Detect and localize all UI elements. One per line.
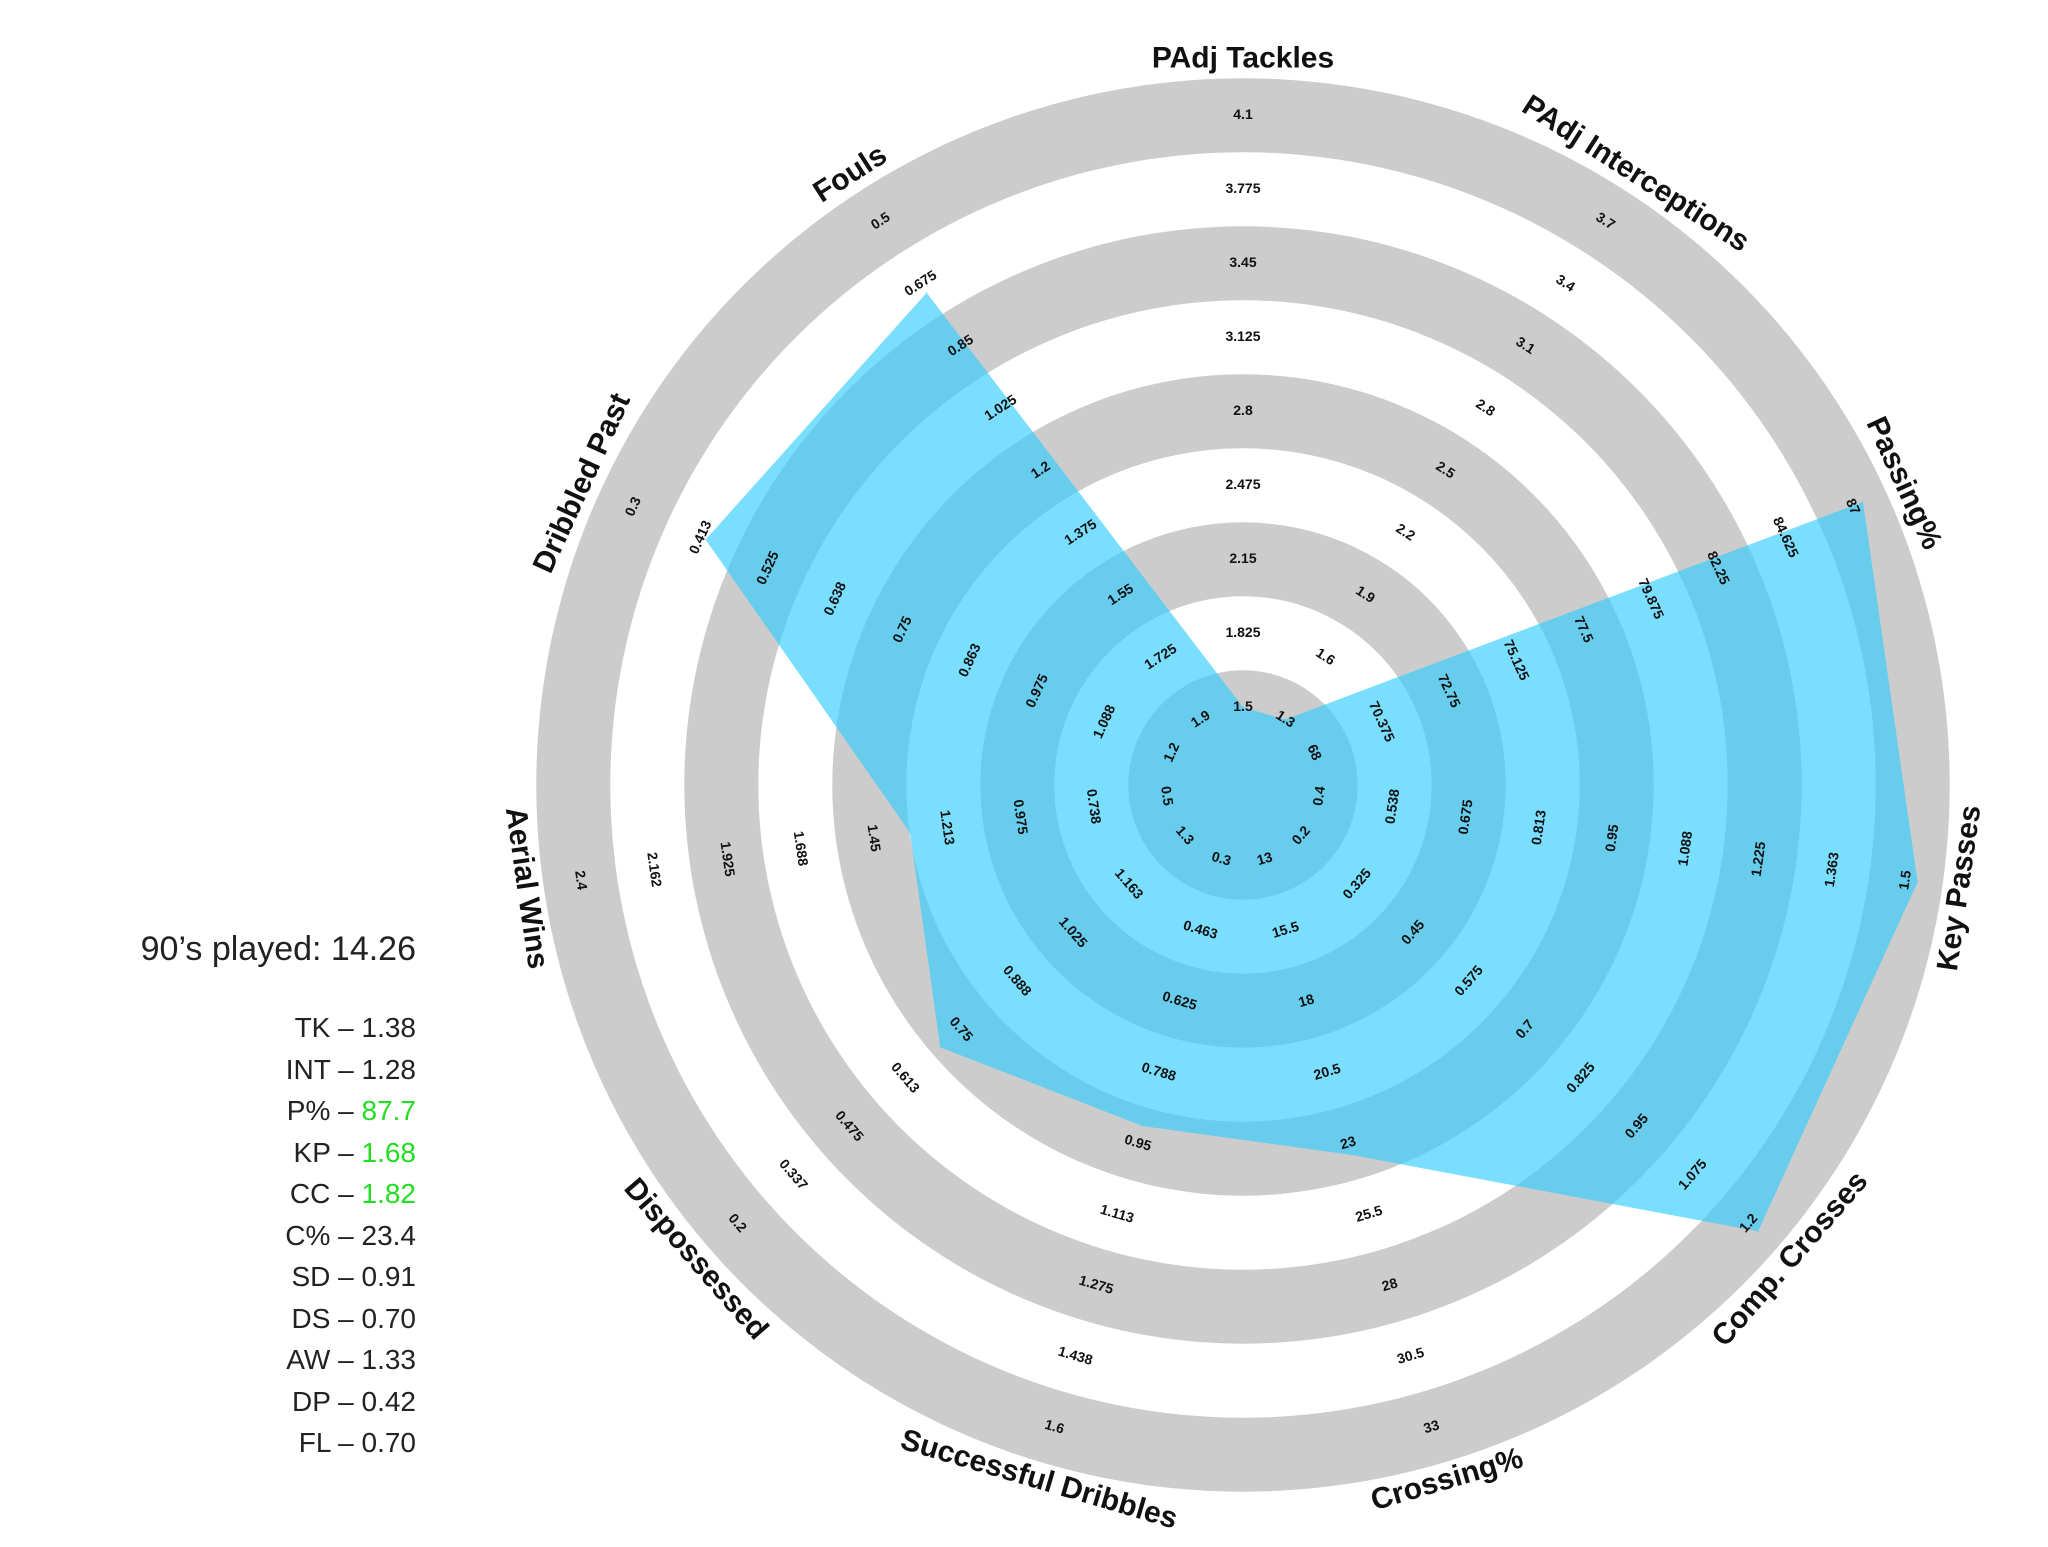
tick-label: 0.95 xyxy=(1123,1131,1154,1154)
stat-label: C% – xyxy=(285,1219,362,1251)
tick-label: 0.975 xyxy=(1010,798,1031,835)
nineties-played: 90’s played: 14.26 xyxy=(140,930,416,968)
tick-label: 0.5 xyxy=(1158,785,1177,807)
tick-label: 1.825 xyxy=(1225,624,1260,640)
data-point xyxy=(909,832,911,834)
tick-label: 23 xyxy=(1338,1132,1358,1152)
stat-row: P% – 87.7 xyxy=(141,1090,416,1132)
stat-row: DS – 0.70 xyxy=(141,1298,416,1340)
tick-label: 68 xyxy=(1304,742,1325,763)
stat-label: FL – xyxy=(298,1427,362,1458)
stat-row: DP – 0.42 xyxy=(141,1381,416,1423)
tick-label: 1.6 xyxy=(1043,1416,1066,1437)
tick-label: 13 xyxy=(1255,848,1275,868)
stat-label: TK – xyxy=(294,1012,362,1043)
stat-label: DS – xyxy=(291,1302,362,1334)
stat-value: 0.70 xyxy=(361,1427,417,1458)
stat-row: TK – 1.38 xyxy=(141,1007,416,1049)
stat-row: INT – 1.28 xyxy=(141,1049,416,1091)
stats-panel: 90’s played: 14.26 TK – 1.38 INT – 1.28 P%… xyxy=(141,930,416,1464)
tick-label: 1.688 xyxy=(791,830,812,867)
tick-label: 25.5 xyxy=(1353,1202,1384,1225)
tick-label: 0.538 xyxy=(1381,788,1402,825)
stat-value: 1.38 xyxy=(361,1012,417,1043)
tick-label: 3.775 xyxy=(1225,180,1260,196)
stat-label: KP – xyxy=(293,1136,362,1168)
tick-label: 18 xyxy=(1296,990,1316,1010)
tick-label: 0.95 xyxy=(1602,823,1622,852)
stat-value: 1.33 xyxy=(361,1344,417,1375)
stat-label: SD – xyxy=(291,1261,362,1292)
stat-row: CC – 1.82 xyxy=(141,1173,416,1215)
stat-value: 87.7 xyxy=(361,1095,417,1126)
stat-value: 1.82 xyxy=(361,1178,417,1209)
tick-label: 1.2 xyxy=(1160,740,1183,765)
data-point xyxy=(1917,881,1919,883)
stat-row: FL – 0.70 xyxy=(141,1422,416,1464)
stat-value: 1.28 xyxy=(361,1053,417,1085)
stat-label: INT – xyxy=(285,1053,362,1085)
tick-label: 1.925 xyxy=(717,841,738,878)
tick-label: 30.5 xyxy=(1395,1344,1426,1367)
tick-label: 0.738 xyxy=(1084,788,1105,825)
data-point xyxy=(1142,1125,1144,1127)
stat-value: 0.91 xyxy=(361,1261,417,1292)
stat-label: P% – xyxy=(286,1095,362,1126)
tick-label: 1.45 xyxy=(865,823,885,852)
tick-label: 1.363 xyxy=(1821,851,1842,888)
tick-label: 1.213 xyxy=(937,809,958,846)
data-point xyxy=(1242,706,1244,708)
stat-label: CC – xyxy=(289,1178,362,1209)
tick-label: 3.45 xyxy=(1229,254,1256,270)
tick-label: 28 xyxy=(1380,1274,1400,1294)
stat-label: AW – xyxy=(286,1344,362,1375)
tick-label: 0.675 xyxy=(1455,798,1476,835)
stat-row: AW – 1.33 xyxy=(141,1339,416,1381)
tick-label: 1.225 xyxy=(1748,840,1769,877)
player-polygon xyxy=(705,292,1918,1232)
data-point xyxy=(705,539,707,541)
tick-label: 1.5 xyxy=(1233,698,1253,714)
stat-value: 1.68 xyxy=(361,1136,417,1168)
stat-row: SD – 0.91 xyxy=(141,1256,416,1298)
tick-label: 0.4 xyxy=(1309,785,1328,807)
data-point xyxy=(939,1046,941,1048)
stat-list: TK – 1.38 INT – 1.28 P% – 87.7 KP – 1.68 CC … xyxy=(141,1007,416,1464)
tick-label: 2.475 xyxy=(1225,476,1260,492)
stat-row: KP – 1.68 xyxy=(141,1132,416,1174)
tick-label: 1.088 xyxy=(1674,830,1695,867)
data-point xyxy=(1862,501,1864,503)
stat-label: DP – xyxy=(291,1385,362,1417)
axis-label: PAdj Tackles xyxy=(1152,42,1334,75)
tick-label: 0.3 xyxy=(1210,848,1233,869)
data-point xyxy=(926,292,928,294)
tick-label: 4.1 xyxy=(1233,106,1253,122)
tick-label: 2.8 xyxy=(1233,402,1253,418)
tick-label: 20.5 xyxy=(1312,1060,1343,1083)
tick-label: 87 xyxy=(1843,496,1864,517)
stat-row: C% – 23.4 xyxy=(141,1215,416,1257)
tick-label: 33 xyxy=(1422,1416,1442,1436)
tick-label: 15.5 xyxy=(1270,918,1301,941)
tick-label: 0.3 xyxy=(621,494,644,519)
data-point xyxy=(1351,1154,1353,1156)
tick-label: 2.162 xyxy=(644,851,665,888)
tick-label: 2.4 xyxy=(572,869,591,891)
data-point xyxy=(1757,1230,1759,1232)
tick-label: 2.15 xyxy=(1229,550,1256,566)
tick-label: 0.813 xyxy=(1528,809,1549,846)
stat-value: 0.70 xyxy=(361,1302,417,1334)
tick-label: 3.125 xyxy=(1225,328,1260,344)
data-point xyxy=(1284,719,1286,721)
stat-value: 0.42 xyxy=(361,1385,417,1417)
radar-fill xyxy=(705,292,1919,1232)
stat-value: 23.4 xyxy=(361,1219,417,1251)
tick-label: 1.5 xyxy=(1895,869,1914,891)
